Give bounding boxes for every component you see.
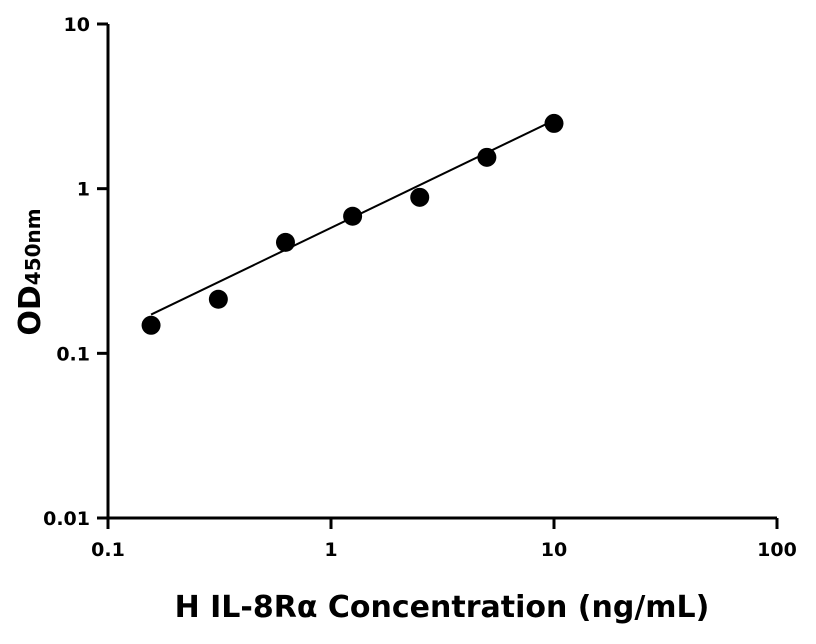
data-point	[544, 113, 564, 133]
y-tick-label: 0.1	[56, 343, 90, 365]
y-tick-label: 10	[64, 14, 90, 36]
data-marks	[141, 113, 564, 335]
data-point	[410, 187, 430, 207]
axes	[106, 24, 777, 520]
data-point	[208, 289, 228, 309]
y-axis-label: OD450nm	[13, 208, 48, 335]
data-point	[477, 147, 497, 167]
y-tick-label: 0.01	[43, 508, 90, 530]
x-tick-label: 100	[757, 539, 797, 561]
x-tick-label: 0.1	[91, 539, 125, 561]
x-tick-label: 10	[541, 539, 567, 561]
data-point	[141, 315, 161, 335]
data-point	[275, 232, 295, 252]
x-axis-label: H IL-8Rα Concentration (ng/mL)	[175, 590, 710, 625]
data-point	[343, 206, 363, 226]
x-tick-label: 1	[324, 539, 337, 561]
y-tick-label: 1	[77, 179, 90, 201]
y-axis-label-main: OD	[13, 285, 48, 335]
y-axis-label-subscript: 450nm	[21, 208, 45, 285]
